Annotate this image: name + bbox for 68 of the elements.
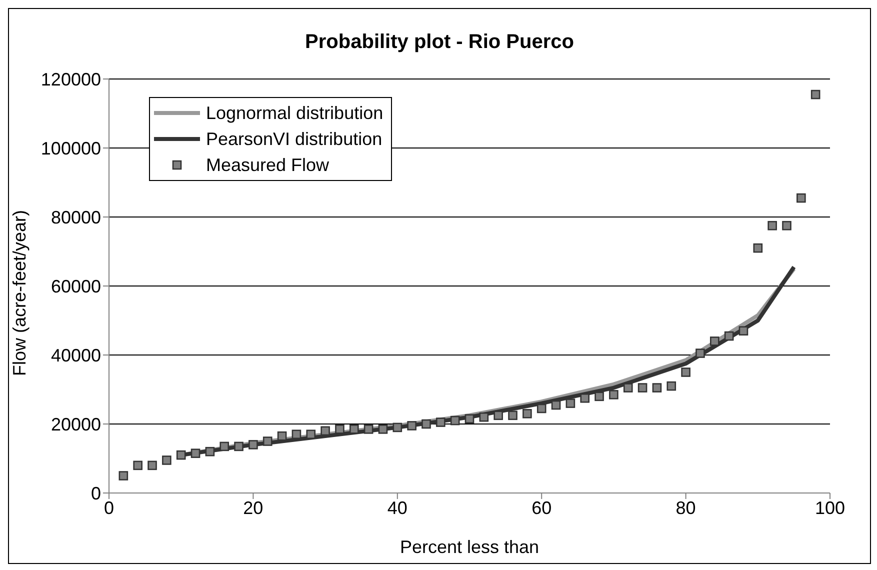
point: [508, 410, 518, 420]
legend-label: Lognormal distribution: [206, 102, 384, 124]
point: [320, 426, 330, 436]
legend-label: Measured Flow: [206, 154, 330, 176]
point: [277, 431, 287, 441]
point: [407, 421, 416, 430]
point: [292, 430, 302, 439]
point: [176, 450, 186, 460]
point: [262, 436, 272, 446]
point: [782, 220, 792, 230]
point: [479, 412, 489, 422]
y-tick-label: 100000: [40, 138, 101, 158]
point: [436, 418, 446, 427]
point: [536, 404, 546, 414]
point: [464, 414, 474, 424]
point: [118, 471, 128, 480]
point: [133, 460, 142, 470]
point: [162, 456, 172, 465]
x-tick-label: 20: [243, 498, 264, 518]
point: [710, 336, 720, 346]
y-axis-title: Flow (acre-feet/year): [9, 210, 30, 376]
point: [349, 424, 359, 434]
point: [220, 442, 230, 452]
point: [205, 446, 215, 456]
point: [378, 424, 388, 434]
point: [724, 331, 734, 341]
point: [234, 442, 244, 452]
point: [450, 416, 460, 426]
point: [753, 243, 763, 253]
point: [522, 409, 532, 418]
legend-label: PearsonVI distribution: [206, 128, 382, 150]
point: [551, 400, 561, 410]
x-tick-label: 60: [532, 498, 552, 518]
point: [796, 193, 806, 203]
point: [335, 424, 344, 434]
point: [738, 326, 748, 336]
point: [392, 422, 402, 432]
point: [190, 448, 200, 458]
x-tick-label: 100: [814, 498, 846, 518]
point: [638, 383, 648, 392]
point: [422, 419, 431, 429]
point: [696, 348, 705, 358]
point: [494, 410, 503, 420]
point: [580, 393, 590, 403]
point: [306, 430, 316, 439]
point: [652, 383, 662, 392]
y-tick-label: 20000: [50, 414, 101, 434]
y-tick-label: 80000: [50, 207, 101, 228]
x-tick-label: 80: [676, 498, 696, 518]
point: [666, 381, 676, 391]
point: [768, 220, 777, 230]
x-tick-label: 0: [104, 498, 114, 518]
y-tick-label: 120000: [40, 69, 101, 90]
y-tick-label: 60000: [50, 276, 101, 296]
point: [148, 460, 157, 470]
point: [810, 90, 820, 100]
point: [248, 440, 258, 450]
point: [623, 383, 633, 392]
point: [609, 390, 618, 400]
x-axis-title: Percent less than: [400, 537, 540, 557]
point: [594, 392, 604, 402]
point: [681, 368, 690, 377]
x-tick-label: 40: [387, 498, 408, 518]
point: [566, 398, 576, 408]
y-tick-label: 0: [90, 483, 101, 504]
point: [364, 424, 374, 434]
y-tick-label: 40000: [50, 345, 101, 366]
chart-title: Probability plot - Rio Puerco: [304, 31, 575, 54]
